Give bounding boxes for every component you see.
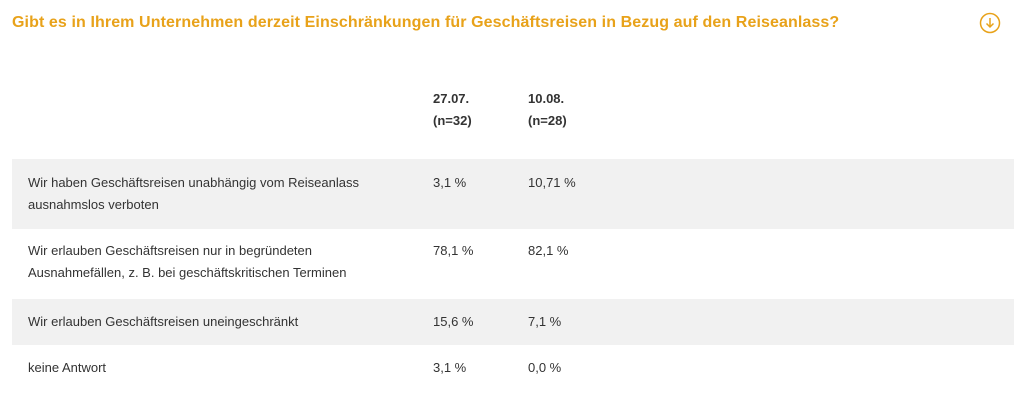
column-header-date: 27.07. — [433, 91, 470, 106]
row-label-line: Wir haben Geschäftsreisen unabhängig vom… — [28, 175, 359, 190]
value-cell: 15,6 % — [433, 314, 474, 329]
value-cell: 82,1 % — [528, 243, 569, 258]
value-cell: 0,0 % — [528, 360, 562, 375]
column-header-n: (n=32) — [433, 113, 472, 128]
table-row: Wir erlauben Geschäftsreisen uneingeschr… — [12, 299, 1014, 345]
row-label: Wir erlauben Geschäftsreisen uneingeschr… — [28, 314, 299, 329]
row-label-line: ausnahmslos verboten — [28, 197, 159, 212]
row-label: Wir erlauben Geschäftsreisen nur in begr… — [28, 240, 346, 284]
value-cell: 3,1 % — [433, 175, 467, 190]
value-cell: 7,1 % — [528, 314, 562, 329]
row-label-line: Ausnahmefällen, z. B. bei geschäftskriti… — [28, 265, 347, 280]
download-button[interactable] — [979, 12, 1001, 34]
table-row: keine Antwort 3,1 % 0,0 % — [12, 345, 1014, 391]
column-header-n: (n=28) — [528, 113, 567, 128]
value-cell: 78,1 % — [433, 243, 474, 258]
table-row: Wir erlauben Geschäftsreisen nur in begr… — [12, 229, 1014, 299]
table-row: Wir haben Geschäftsreisen unabhängig vom… — [12, 159, 1014, 229]
page-title: Gibt es in Ihrem Unternehmen derzeit Ein… — [12, 14, 840, 31]
row-label: keine Antwort — [28, 360, 107, 375]
column-header-1: 27.07. (n=32) — [433, 88, 472, 132]
value-cell: 10,71 % — [528, 175, 576, 190]
column-header-date: 10.08. — [528, 91, 565, 106]
download-circle-icon — [979, 12, 1001, 34]
row-label-line: Wir erlauben Geschäftsreisen nur in begr… — [28, 243, 312, 258]
row-label: Wir haben Geschäftsreisen unabhängig vom… — [28, 172, 359, 216]
column-header-2: 10.08. (n=28) — [528, 88, 567, 132]
value-cell: 3,1 % — [433, 360, 467, 375]
